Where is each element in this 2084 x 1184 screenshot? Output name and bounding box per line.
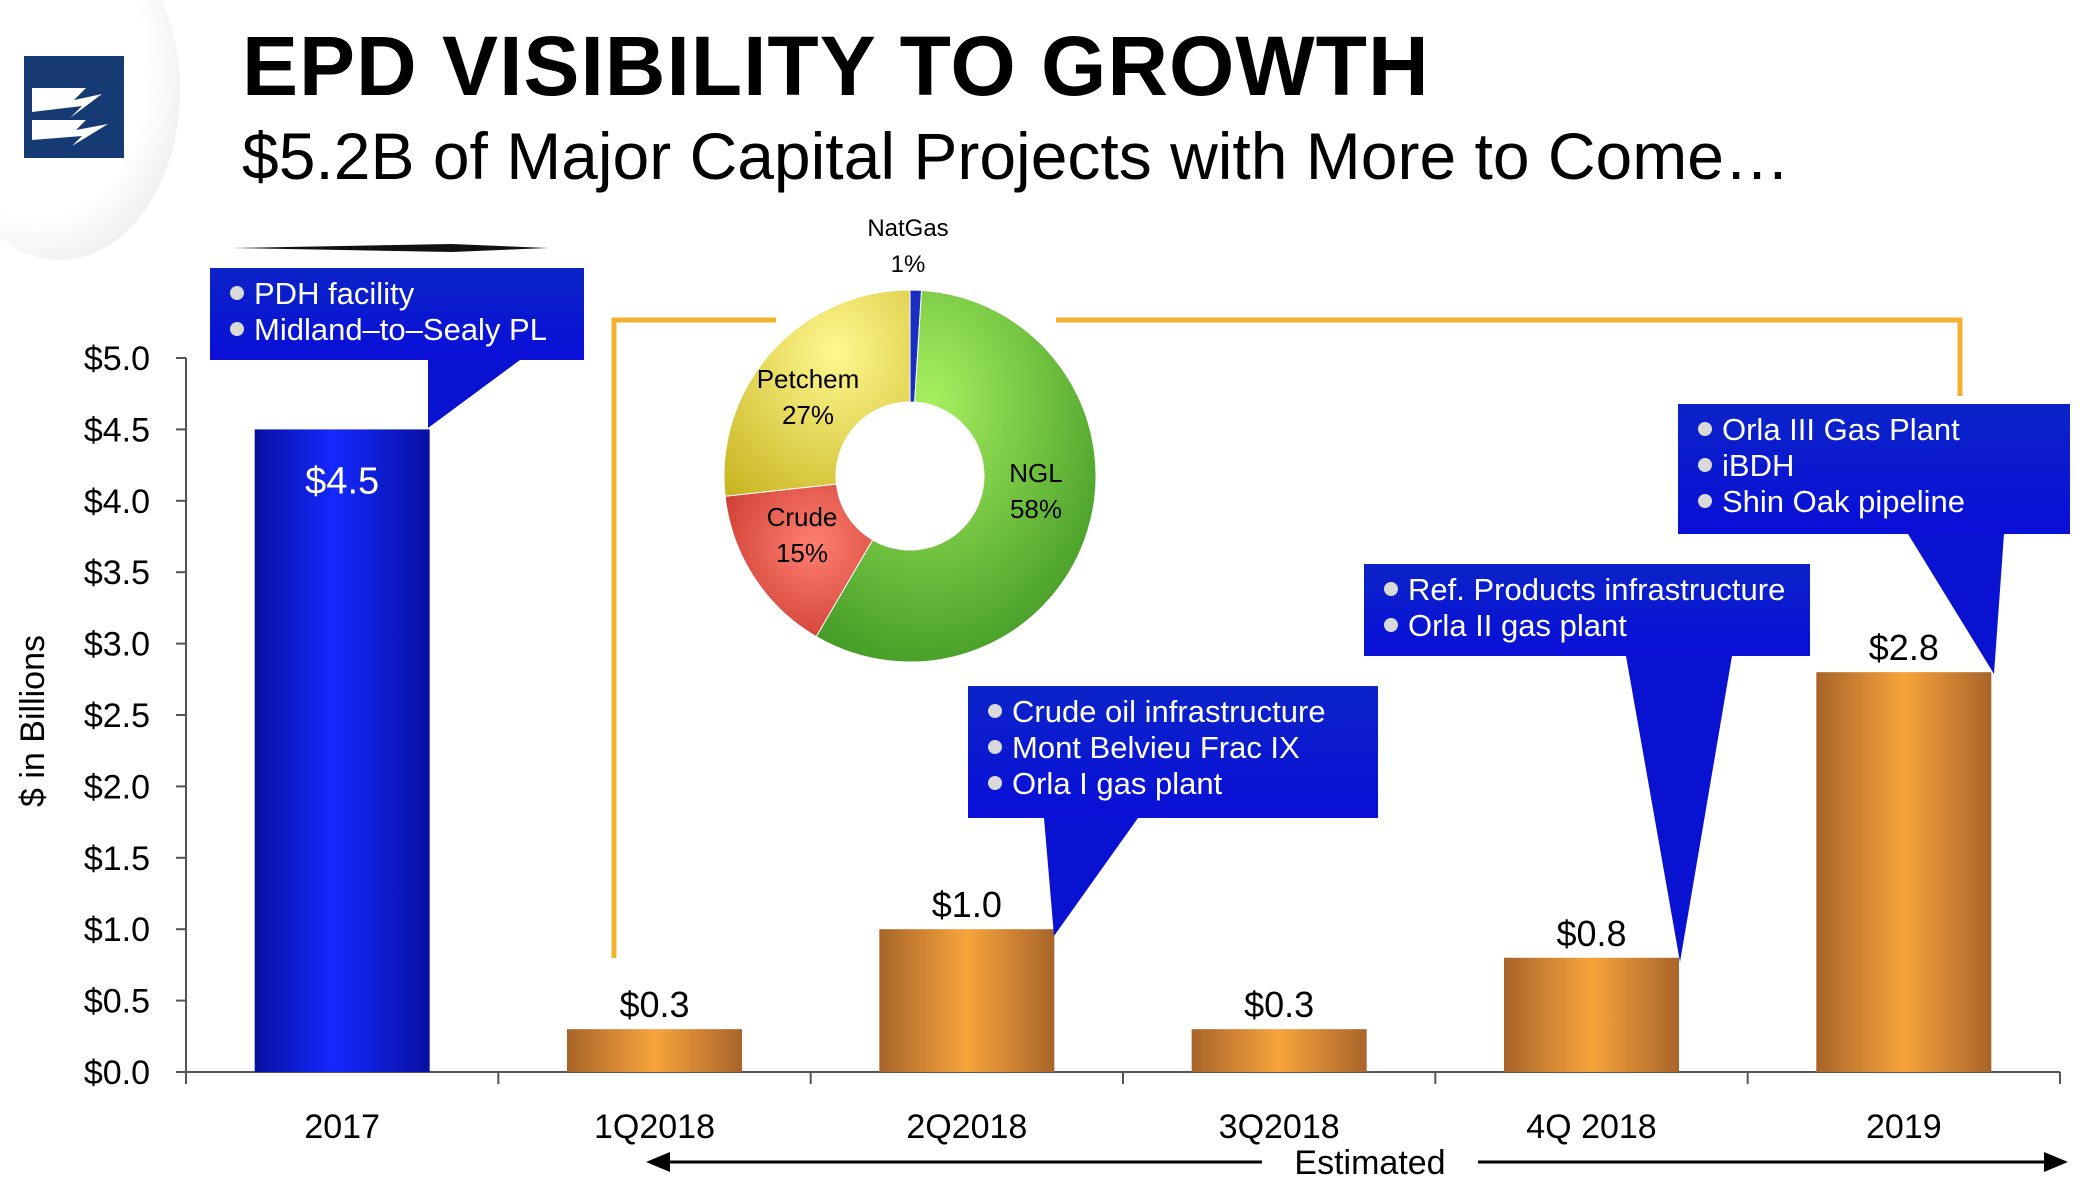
donut-slice-ngl xyxy=(815,289,1097,663)
callout-4q2018: Ref. Products infrastructure Orla II gas … xyxy=(1364,564,1810,656)
callout-item: Mont Belvieu Frac IX xyxy=(988,730,1358,766)
decorative-line xyxy=(232,244,548,252)
x-tick-label: 2Q2018 xyxy=(906,1108,1027,1146)
data-label: $0.3 xyxy=(619,984,689,1025)
bar-4q2018 xyxy=(1504,957,1679,1072)
callout-2019: Orla III Gas Plant iBDH Shin Oak pipeline xyxy=(1678,404,2070,534)
data-label: $1.0 xyxy=(932,884,1002,925)
y-tick-label: $0.0 xyxy=(84,1054,150,1092)
callout-item: Ref. Products infrastructure xyxy=(1384,572,1790,608)
y-tick-label: $3.0 xyxy=(84,626,150,664)
donut-slice-petchem xyxy=(723,289,911,497)
y-tick-label: $2.5 xyxy=(84,697,150,735)
bar-3q2018 xyxy=(1191,1029,1367,1072)
bracket-connector-left xyxy=(611,317,776,958)
y-tick-label: $4.5 xyxy=(84,411,150,449)
callout-pointer xyxy=(1908,534,2004,674)
estimated-arrowhead-left xyxy=(646,1152,670,1172)
x-tick-label: 1Q2018 xyxy=(594,1108,715,1146)
data-label: $0.3 xyxy=(1244,984,1314,1025)
y-tick-label: $5.0 xyxy=(84,340,150,378)
y-axis-label: $ in Billions xyxy=(14,635,52,807)
callout-item: Midland–to–Sealy PL xyxy=(230,312,564,348)
estimated-label: Estimated xyxy=(1294,1144,1445,1182)
callout-item: iBDH xyxy=(1698,448,2050,484)
callout-item: Shin Oak pipeline xyxy=(1698,484,2050,520)
donut-slice-crude xyxy=(724,483,874,638)
x-tick-label: 3Q2018 xyxy=(1219,1108,1340,1146)
donut-label-name: Crude xyxy=(767,502,838,532)
donut-label-value: 15% xyxy=(776,538,828,568)
company-logo-icon xyxy=(24,56,124,158)
callout-pointer xyxy=(1044,818,1138,936)
donut-label-value: 27% xyxy=(782,400,834,430)
donut-label-name: NGL xyxy=(1009,458,1062,488)
callout-item: Crude oil infrastructure xyxy=(988,694,1358,730)
page-title: EPD VISIBILITY TO GROWTH xyxy=(242,19,1430,113)
callout-pointer xyxy=(428,360,520,428)
bar-1q2018 xyxy=(567,1029,742,1072)
y-tick-label: $3.5 xyxy=(84,554,150,592)
data-label: $0.8 xyxy=(1556,913,1626,954)
donut-label-value: 1% xyxy=(891,251,926,278)
callout-item: Orla II gas plant xyxy=(1384,608,1790,644)
callout-item: Orla I gas plant xyxy=(988,766,1358,802)
bracket-connector-right xyxy=(1056,317,1963,396)
donut-label-value: 58% xyxy=(1010,494,1062,524)
page-subtitle: $5.2B of Major Capital Projects with Mor… xyxy=(242,119,1790,193)
y-tick-label: $1.5 xyxy=(84,840,150,878)
data-label: $4.5 xyxy=(305,460,379,502)
x-tick-label: 2017 xyxy=(304,1108,380,1146)
x-tick-label: 2019 xyxy=(1866,1108,1942,1146)
bar-2017 xyxy=(254,429,430,1072)
x-tick-label: 4Q 2018 xyxy=(1526,1108,1656,1146)
callout-item: Orla III Gas Plant xyxy=(1698,412,2050,448)
bar-2q2018 xyxy=(879,929,1055,1072)
estimated-arrowhead-right xyxy=(2044,1152,2068,1172)
data-label: $2.8 xyxy=(1869,627,1939,668)
y-tick-label: $0.5 xyxy=(84,983,150,1021)
y-tick-label: $4.0 xyxy=(84,483,150,521)
y-tick-label: $2.0 xyxy=(84,768,150,806)
bar-2019 xyxy=(1816,672,1992,1072)
donut-label-name: NatGas xyxy=(867,215,948,242)
callout-item: PDH facility xyxy=(230,276,564,312)
callout-2017: PDH facility Midland–to–Sealy PL xyxy=(210,268,584,360)
callout-2q2018: Crude oil infrastructure Mont Belvieu Fra… xyxy=(968,686,1378,818)
callout-pointer xyxy=(1626,656,1732,962)
donut-label-name: Petchem xyxy=(757,364,860,394)
y-tick-label: $1.0 xyxy=(84,911,150,949)
